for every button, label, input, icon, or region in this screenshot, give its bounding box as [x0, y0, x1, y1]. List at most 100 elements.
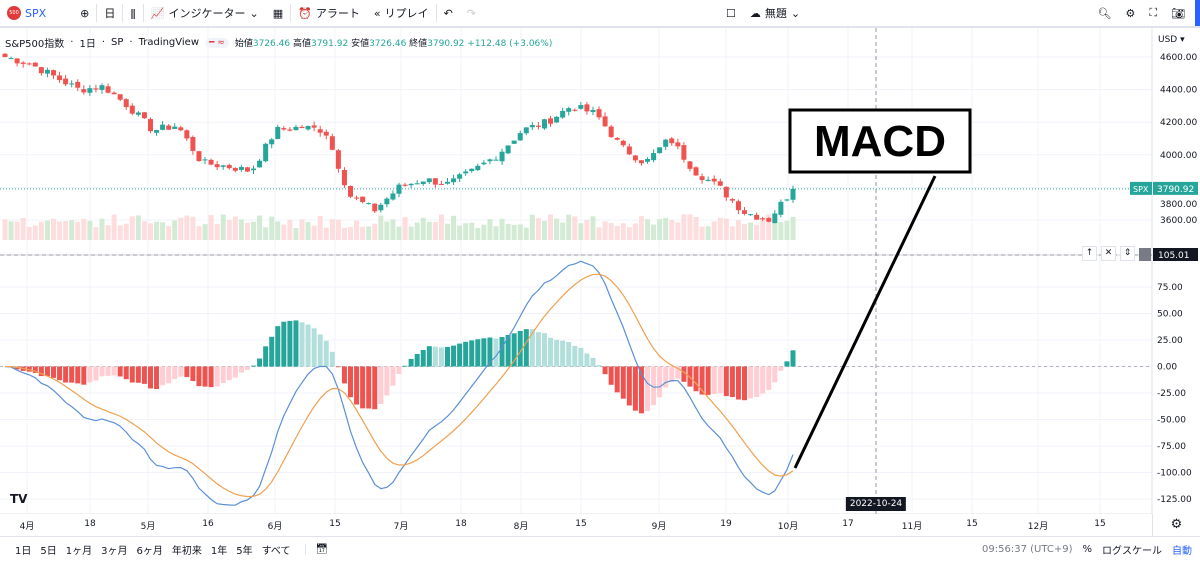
volume-bar	[57, 221, 63, 240]
replay-button[interactable]: «リプレイ	[367, 0, 436, 27]
range-button[interactable]: 5日	[40, 546, 57, 557]
candle-body	[196, 151, 202, 162]
templates-button[interactable]: ▦	[266, 0, 290, 27]
legend: S&P500指数 · 1日 · SP · TradingView ━ ≈ 始値3726…	[5, 37, 553, 50]
volume-bar	[335, 219, 341, 240]
histogram-bar	[105, 366, 111, 376]
fullscreen-button[interactable]: ⛶	[1142, 0, 1164, 27]
range-button[interactable]: 6ヶ月	[136, 546, 163, 557]
layout-name-button[interactable]: ☁ 無題 ⌄	[743, 0, 807, 27]
candle-body	[669, 138, 675, 144]
chart-canvas[interactable]: 4600.00 4400.00 4200.00 4000.00 3800.00 3600.…	[0, 28, 1200, 514]
histogram-bar	[554, 339, 560, 367]
macd-tick-label: -125.00	[1157, 495, 1192, 505]
auto-scale-toggle[interactable]: 自動	[1172, 546, 1192, 557]
volume-bar	[384, 221, 390, 240]
candle-body	[390, 193, 396, 200]
range-button[interactable]: 5年	[236, 546, 253, 557]
time-tick-label: 19	[720, 519, 732, 529]
snapshot-button[interactable]: 📷︎	[1164, 0, 1192, 27]
range-button[interactable]: すべて	[261, 546, 291, 557]
legend-interval: 1日	[79, 39, 96, 50]
volume-bar	[87, 220, 93, 240]
symbol-search[interactable]: 500 SPX	[0, 0, 53, 27]
histogram-bar	[584, 353, 590, 367]
volume-bar	[2, 219, 8, 240]
histogram-bar	[208, 366, 214, 388]
candle-body	[548, 118, 554, 124]
chart-type-button[interactable]: ǁ	[123, 0, 142, 27]
range-button[interactable]: 1日	[15, 546, 32, 557]
low-value: 3726.46	[369, 39, 407, 49]
candle-body	[517, 133, 523, 141]
time-tick-label: 15	[329, 519, 341, 529]
goto-date-button[interactable]: 📅︎	[304, 544, 328, 555]
settings-button[interactable]: ⚙	[1118, 0, 1142, 27]
histogram-bar	[638, 366, 644, 414]
log-scale-toggle[interactable]: ログスケール	[1102, 546, 1162, 557]
interval-button[interactable]: 日	[104, 7, 116, 20]
layout-button[interactable]: ☐	[719, 0, 743, 27]
indicators-button[interactable]: 📈 インジケーター ⌄	[144, 0, 266, 27]
volume-bar	[160, 222, 166, 240]
percent-toggle[interactable]: %	[1082, 544, 1092, 555]
histogram-bar	[432, 346, 438, 367]
move-up-button[interactable]: ↑	[1082, 246, 1097, 261]
macd-tick-label: -50.00	[1157, 416, 1186, 426]
candle-body	[396, 184, 402, 194]
histogram-bar	[705, 366, 711, 395]
histogram-bar	[426, 346, 432, 367]
range-button[interactable]: 3ヶ月	[101, 546, 128, 557]
redo-button[interactable]: ↷	[460, 0, 483, 27]
indicators-label: インジケーター	[168, 7, 246, 20]
volume-bar	[626, 227, 632, 240]
alert-button[interactable]: ⏰ アラート	[291, 0, 367, 27]
grid-icon: ▦	[272, 6, 284, 20]
candle-body	[693, 167, 699, 176]
candle-body	[81, 89, 87, 93]
clock: 09:56:37 (UTC+9)	[982, 544, 1073, 555]
currency-selector[interactable]: USD ▾	[1158, 35, 1185, 45]
time-tick-label: 8月	[513, 522, 529, 532]
volume-bar	[541, 220, 547, 240]
volume-bar	[378, 215, 384, 240]
tradingview-logo[interactable]: TV	[10, 492, 28, 506]
legend-source: TradingView	[138, 37, 200, 48]
volume-bar	[323, 227, 329, 240]
candle-body	[20, 62, 26, 64]
candle-body	[420, 181, 426, 185]
collapse-pane-button[interactable]: ⇕	[1120, 246, 1135, 261]
histogram-bar	[469, 340, 475, 367]
histogram-bar	[141, 366, 147, 384]
histogram-bar	[75, 366, 81, 384]
price-tick-label: 3600.00	[1160, 216, 1197, 226]
candle-body	[129, 105, 135, 114]
candle-body	[790, 188, 796, 200]
histogram-bar	[414, 354, 420, 367]
candle-body	[14, 58, 20, 64]
search-button[interactable]: 🔍︎	[1090, 0, 1118, 27]
undo-button[interactable]: ↶	[437, 0, 460, 27]
candle-body	[354, 197, 360, 199]
close-pane-button[interactable]: ✕	[1101, 246, 1116, 261]
volume-bar	[602, 221, 608, 240]
range-button[interactable]: 年初来	[171, 546, 202, 557]
macd-tick-label: 25.00	[1157, 336, 1183, 346]
volume-bar	[705, 226, 711, 240]
histogram-bar	[32, 366, 38, 373]
time-axis[interactable]: 4月 18 5月 16 6月 15 7月 18 8月 15 9月 19 10月 17 11月 15 12月 15	[0, 514, 1152, 536]
range-buttons: 1日 5日 1ヶ月 3ヶ月 6ヶ月 年初来 1年 5年 すべて	[0, 542, 291, 557]
range-button[interactable]: 1年	[210, 546, 228, 557]
range-button[interactable]: 1ヶ月	[65, 546, 93, 557]
legend-toggle[interactable]: ━ ≈	[205, 37, 229, 48]
divider	[290, 4, 292, 22]
candle-body	[2, 53, 8, 58]
scale-settings-button[interactable]: ⚙	[1152, 514, 1200, 536]
candle-body	[166, 125, 172, 130]
alert-label: アラート	[315, 7, 360, 20]
histogram-bar	[63, 366, 69, 383]
histogram-bar	[590, 357, 596, 367]
volume-bar	[366, 226, 372, 240]
candle-body	[269, 139, 275, 145]
add-symbol-button[interactable]: ⊕	[73, 0, 96, 27]
